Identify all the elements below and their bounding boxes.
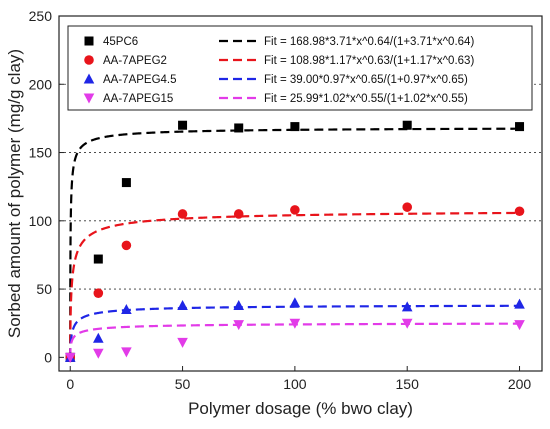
point-45PC6-100 — [290, 122, 300, 132]
point-AA-7APEG2-100 — [290, 205, 300, 215]
point-AA-7APEG15-200 — [514, 320, 525, 331]
x-tick-label-50: 50 — [175, 376, 191, 392]
fit-curves — [69, 127, 520, 358]
legend-label-AA-7APEG2: AA-7APEG2 — [103, 55, 167, 67]
y-axis-title: Sorbed amount of polymer (mg/g clay) — [5, 49, 24, 338]
point-AA-7APEG2-25 — [121, 240, 132, 251]
legend-label-AA-7APEG15: AA-7APEG15 — [103, 93, 173, 105]
point-AA-7APEG4.5-75 — [233, 299, 245, 310]
point-AA-7APEG4.5-100 — [289, 297, 301, 308]
point-AA-7APEG2-75 — [233, 209, 244, 219]
point-AA-7APEG4.5-25 — [121, 304, 132, 315]
legend-label-AA-7APEG4.5: AA-7APEG4.5 — [103, 74, 177, 86]
x-tick-label-100: 100 — [283, 376, 307, 392]
point-AA-7APEG2-12.5 — [93, 288, 104, 298]
axes: 0 50 100 150 200 0 50 100 150 200 250 — [29, 8, 532, 392]
point-AA-7APEG4.5-150 — [401, 301, 413, 312]
point-AA-7APEG15-50 — [177, 337, 188, 348]
point-AA-7APEG15-0 — [64, 352, 76, 363]
point-AA-7APEG15-100 — [289, 318, 301, 329]
y-tick-label-0: 0 — [44, 349, 52, 365]
fit-curve-AA-7APEG2 — [69, 211, 520, 358]
legend-box — [67, 25, 533, 111]
y-tick-label-150: 150 — [29, 145, 53, 161]
plot-frame — [58, 15, 543, 372]
fit-curve-45PC6 — [69, 127, 520, 358]
point-45PC6-25 — [121, 178, 131, 188]
point-AA-7APEG2-150 — [402, 202, 413, 212]
point-45PC6-150 — [402, 120, 412, 130]
point-AA-7APEG15-150 — [401, 318, 413, 329]
data-points — [64, 120, 525, 363]
x-tick-label-150: 150 — [396, 376, 420, 392]
point-AA-7APEG15-12.5 — [93, 348, 104, 359]
point-45PC6-200 — [515, 122, 525, 132]
legend-marker-AA-7APEG2 — [84, 55, 94, 65]
legend-marker-45PC6 — [84, 36, 94, 46]
x-tick-label-0: 0 — [66, 376, 74, 392]
y-tick-label-250: 250 — [29, 8, 53, 24]
legend-fit-label-AA-7APEG4.5: Fit = 39.00*0.97*x^0.65/(1+0.97*x^0.65) — [264, 74, 468, 86]
point-45PC6-75 — [234, 123, 244, 133]
legend: 45PC6 Fit = 168.98*3.71*x^0.64/(1+3.71*x^… — [67, 25, 533, 111]
x-tick-label-200: 200 — [508, 376, 532, 392]
point-AA-7APEG15-25 — [121, 347, 132, 358]
point-AA-7APEG4.5-12.5 — [93, 332, 104, 343]
y-tick-label-200: 200 — [29, 76, 53, 92]
x-axis-title: Polymer dosage (% bwo clay) — [188, 399, 413, 418]
y-tick-label-50: 50 — [36, 281, 52, 297]
legend-fit-label-AA-7APEG15: Fit = 25.99*1.02*x^0.55/(1+1.02*x^0.55) — [264, 93, 468, 105]
point-AA-7APEG2-200 — [514, 206, 525, 217]
point-45PC6-50 — [178, 120, 188, 130]
fit-curve-AA-7APEG15 — [69, 322, 520, 358]
legend-marker-AA-7APEG4.5 — [83, 73, 95, 84]
point-AA-7APEG2-50 — [177, 209, 188, 219]
point-AA-7APEG4.5-50 — [177, 299, 188, 310]
point-AA-7APEG4.5-200 — [514, 298, 525, 309]
legend-fit-label-45PC6: Fit = 168.98*3.71*x^0.64/(1+3.71*x^0.64) — [264, 36, 474, 48]
y-tick-label-100: 100 — [29, 213, 53, 229]
point-45PC6-12.5 — [93, 254, 103, 264]
legend-fit-label-AA-7APEG2: Fit = 108.98*1.17*x^0.63/(1+1.17*x^0.63) — [264, 55, 474, 67]
point-AA-7APEG15-75 — [233, 320, 245, 331]
legend-marker-AA-7APEG15 — [83, 93, 95, 104]
legend-label-45PC6: 45PC6 — [103, 36, 138, 48]
fit-curve-AA-7APEG4.5 — [69, 304, 520, 358]
